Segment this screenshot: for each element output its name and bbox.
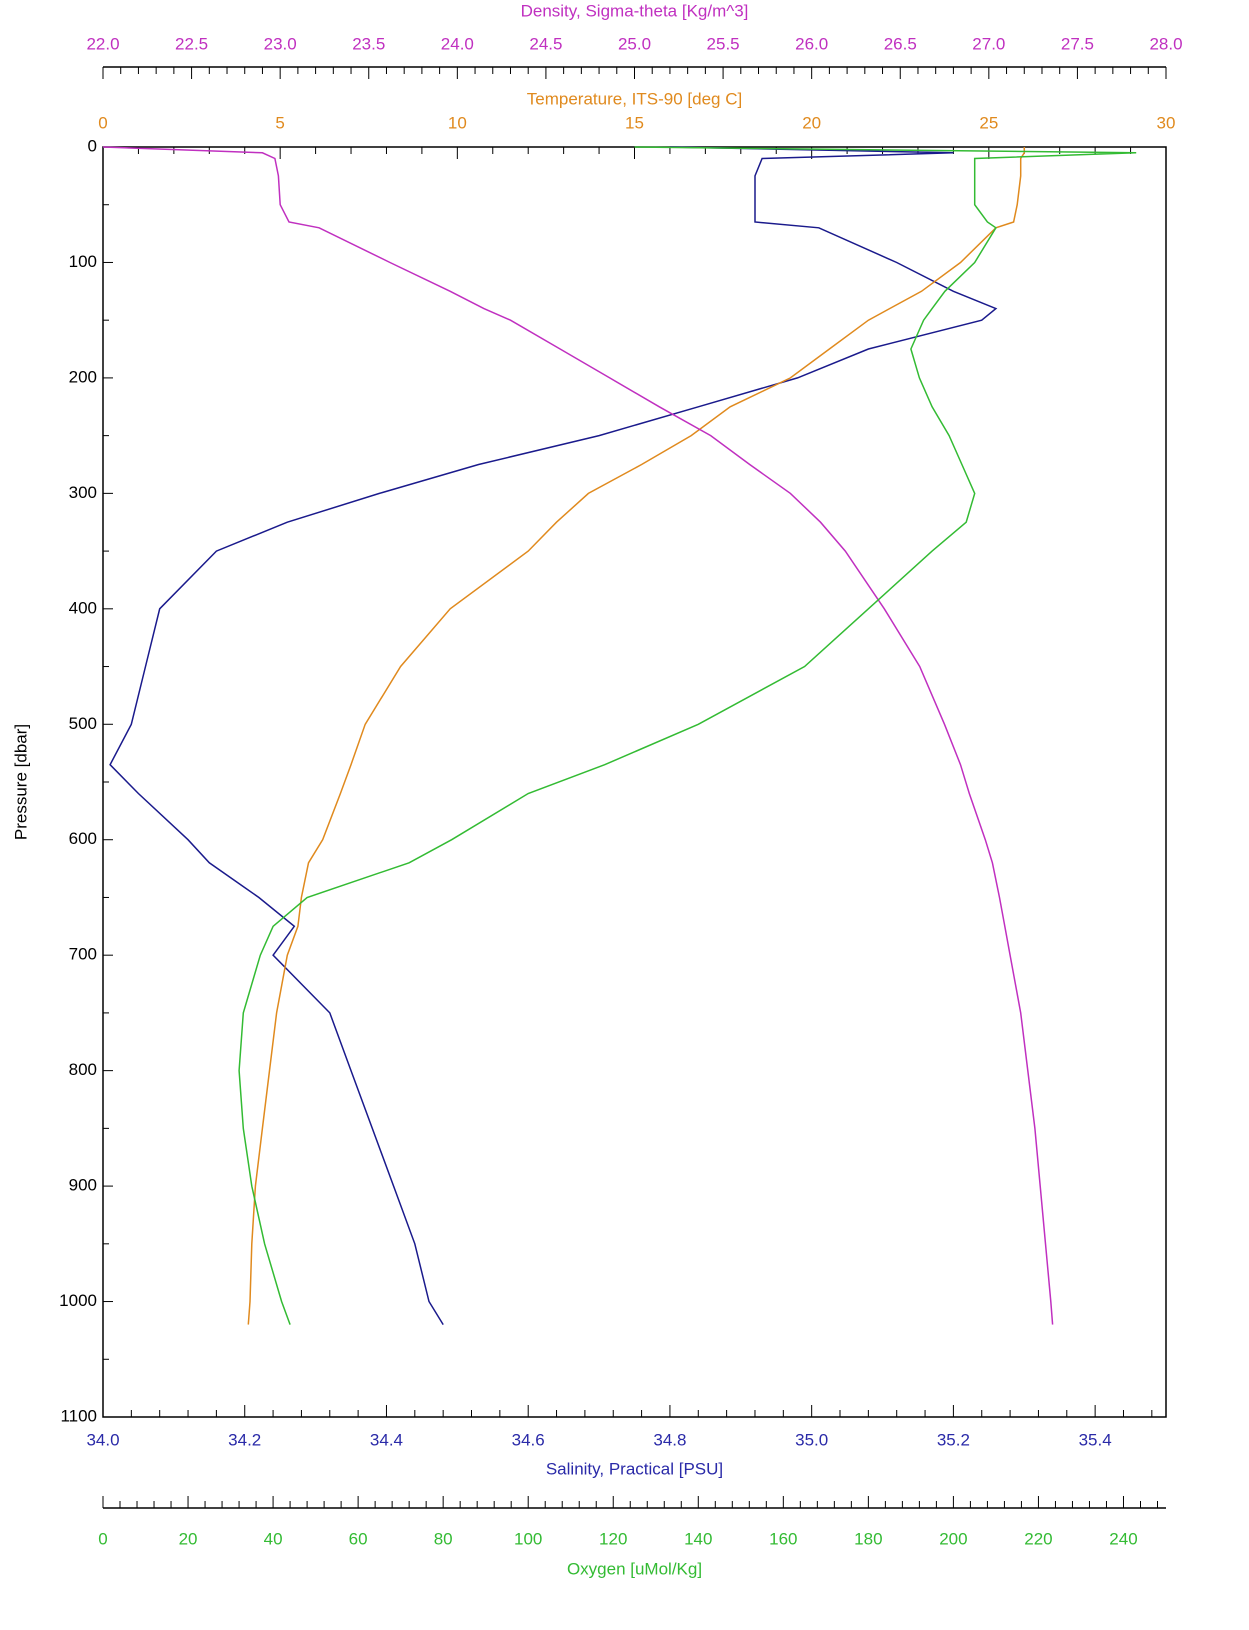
x-tick-label: 23.5 [352,34,385,53]
x-tick-label: 25.5 [707,34,740,53]
y-tick-label: 400 [69,598,97,617]
x-tick-label: 5 [275,113,284,132]
x-tick-label: 20 [802,113,821,132]
x-axis-title: Salinity, Practical [PSU] [546,1459,723,1478]
y-tick-label: 0 [88,136,97,155]
x-tick-label: 27.0 [972,34,1005,53]
x-tick-label: 20 [179,1529,198,1548]
x-tick-label: 35.4 [1079,1430,1112,1449]
x-tick-label: 35.0 [795,1430,828,1449]
x-tick-label: 160 [769,1529,797,1548]
y-tick-label: 900 [69,1176,97,1195]
x-tick-label: 35.2 [937,1430,970,1449]
series-line [247,147,1026,1325]
x-tick-label: 34.0 [86,1430,119,1449]
y-axis-title: Pressure [dbar] [11,724,30,840]
x-tick-label: 220 [1024,1529,1052,1548]
x-tick-label: 34.2 [228,1430,261,1449]
x-tick-label: 30 [1157,113,1176,132]
x-tick-label: 34.6 [512,1430,545,1449]
x-axis-title: Oxygen [uMol/Kg] [567,1559,702,1578]
x-axis-title: Density, Sigma-theta [Kg/m^3] [521,1,749,20]
x-tick-label: 200 [939,1529,967,1548]
x-tick-label: 10 [448,113,467,132]
x-tick-label: 240 [1109,1529,1137,1548]
x-tick-label: 80 [434,1529,453,1548]
series-line [238,146,1137,1325]
x-tick-label: 120 [599,1529,627,1548]
x-tick-label: 140 [684,1529,712,1548]
x-tick-label: 22.0 [86,34,119,53]
x-tick-label: 0 [98,113,107,132]
x-tick-label: 27.5 [1061,34,1094,53]
y-tick-label: 600 [69,829,97,848]
x-tick-label: 0 [98,1529,107,1548]
x-tick-label: 34.8 [653,1430,686,1449]
x-tick-label: 24.5 [529,34,562,53]
x-tick-label: 23.0 [264,34,297,53]
series-line [102,146,1054,1325]
x-tick-label: 26.0 [795,34,828,53]
y-tick-label: 200 [69,367,97,386]
x-tick-label: 25.0 [618,34,651,53]
x-tick-label: 24.0 [441,34,474,53]
y-tick-label: 100 [69,252,97,271]
y-tick-label: 800 [69,1060,97,1079]
x-tick-label: 26.5 [884,34,917,53]
x-tick-label: 15 [625,113,644,132]
x-tick-label: 22.5 [175,34,208,53]
x-tick-label: 60 [349,1529,368,1548]
y-tick-label: 700 [69,945,97,964]
x-tick-label: 25 [979,113,998,132]
plot-frame [102,146,1167,1418]
series-line [109,146,998,1325]
y-tick-label: 1100 [60,1406,97,1425]
y-tick-label: 1000 [59,1291,97,1310]
y-tick-label: 500 [69,714,97,733]
y-tick-label: 300 [69,483,97,502]
x-axis-title: Temperature, ITS-90 [deg C] [527,89,742,108]
x-tick-label: 28.0 [1149,34,1182,53]
x-tick-label: 40 [264,1529,283,1548]
x-tick-label: 34.4 [370,1430,403,1449]
x-tick-label: 180 [854,1529,882,1548]
x-tick-label: 100 [514,1529,542,1548]
